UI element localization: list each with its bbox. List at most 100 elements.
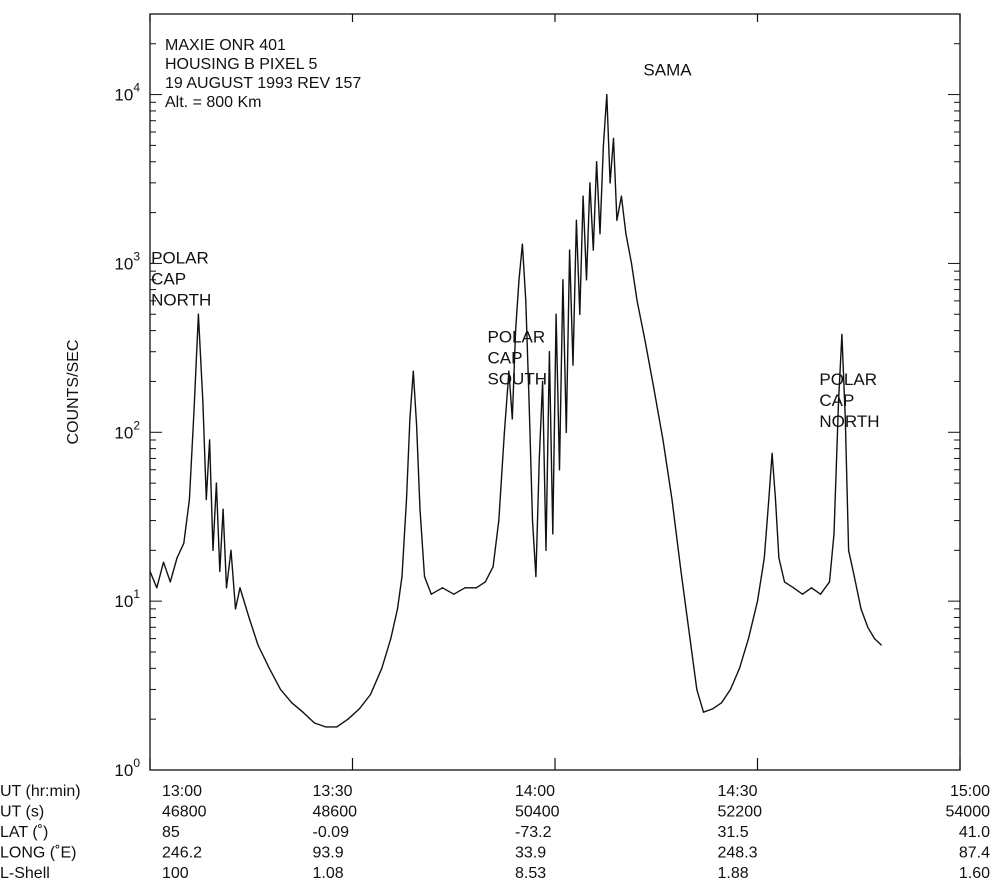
annotation-text: NORTH [151, 290, 211, 309]
y-tick-base: 10 [114, 86, 133, 105]
data-point [585, 279, 588, 281]
y-tick-base: 10 [114, 592, 133, 611]
data-point [381, 667, 383, 669]
data-point [511, 418, 513, 420]
data-point [169, 581, 171, 583]
annotation-text: SOUTH [488, 370, 548, 389]
data-point [552, 533, 554, 535]
y-tick-exp: 1 [133, 587, 140, 601]
data-point [729, 688, 732, 691]
data-point [738, 667, 741, 669]
data-point [696, 688, 698, 691]
data-point [302, 711, 304, 713]
data-point [219, 570, 221, 573]
header-line: Alt. = 800 Km [165, 94, 262, 111]
data-point [248, 616, 250, 619]
table-row-label: UT (s) [0, 804, 44, 821]
data-point [819, 593, 822, 595]
data-point [441, 587, 444, 589]
data-point [606, 93, 608, 96]
data-point [792, 587, 795, 589]
data-point [205, 498, 207, 501]
data-point [548, 351, 550, 353]
data-point [579, 313, 581, 315]
data-point [239, 587, 241, 589]
annotation-text: POLAR [819, 370, 877, 389]
table-cell: 33.9 [515, 845, 546, 862]
data-point [778, 557, 780, 559]
data-point [484, 581, 486, 583]
data-point [569, 249, 571, 251]
data-point [525, 300, 527, 302]
y-tick-base: 10 [114, 423, 133, 442]
table-cell: 13:00 [162, 783, 202, 800]
header-line: 19 AUGUST 1993 REV 157 [165, 75, 361, 92]
data-point [828, 581, 831, 583]
series-line [149, 93, 882, 728]
data-point [653, 388, 655, 390]
data-point [212, 549, 214, 551]
data-point [625, 233, 627, 235]
table-cell: 14:00 [515, 783, 555, 800]
data-point [636, 300, 638, 302]
data-point [409, 418, 411, 420]
data-point [689, 638, 691, 640]
table-cell: 1.60 [959, 865, 990, 882]
table-cell: 8.53 [515, 865, 546, 882]
data-point [528, 401, 530, 404]
header-line: HOUSING B PIXEL 5 [165, 56, 317, 73]
data-point [336, 726, 338, 728]
data-point [268, 667, 270, 669]
data-point [412, 370, 414, 372]
data-point [230, 549, 232, 551]
data-point [620, 195, 622, 197]
data-point [711, 708, 714, 710]
data-point [475, 587, 477, 589]
data-point [453, 593, 455, 595]
y-tick-label: 102 [114, 418, 140, 442]
table-cell: 50400 [515, 804, 560, 821]
data-point [193, 412, 195, 414]
header-line: MAXIE ONR 401 [165, 37, 286, 54]
data-point [833, 533, 835, 535]
data-point [592, 249, 594, 251]
table-row-label: LAT (˚) [0, 824, 48, 841]
data-point [347, 718, 349, 720]
table-cell: 41.0 [959, 824, 990, 841]
data-point [197, 313, 199, 315]
data-point [498, 519, 500, 522]
data-point [801, 593, 804, 595]
data-point [783, 581, 786, 583]
table-cell: 52200 [718, 804, 763, 821]
data-point [176, 557, 178, 559]
table-cell: -0.09 [313, 824, 350, 841]
data-point [572, 364, 574, 366]
data-point [848, 549, 850, 551]
data-point [853, 575, 855, 578]
table-cell: 14:30 [718, 783, 758, 800]
y-tick-label: 104 [114, 81, 140, 105]
annotation-text: CAP [819, 391, 854, 410]
data-point [358, 708, 360, 710]
data-point [873, 638, 876, 640]
data-point [405, 498, 408, 501]
data-point [401, 575, 403, 578]
data-point [535, 575, 537, 578]
y-tick-label: 100 [114, 756, 140, 780]
annotation-text: NORTH [819, 412, 879, 431]
annotation-text: CAP [151, 269, 186, 288]
table-cell: 54000 [946, 804, 991, 821]
data-point [419, 508, 421, 510]
table-row-label: UT (hr:min) [0, 783, 81, 800]
data-point [542, 380, 544, 383]
data-point [880, 644, 882, 646]
data-point [774, 498, 777, 501]
data-point [162, 561, 165, 563]
table-cell: 100 [162, 865, 189, 882]
data-point [257, 644, 259, 646]
data-point [867, 626, 869, 628]
table-cell: 1.08 [313, 865, 344, 882]
data-point [521, 243, 523, 245]
data-point [747, 638, 750, 640]
data-point [771, 452, 773, 454]
